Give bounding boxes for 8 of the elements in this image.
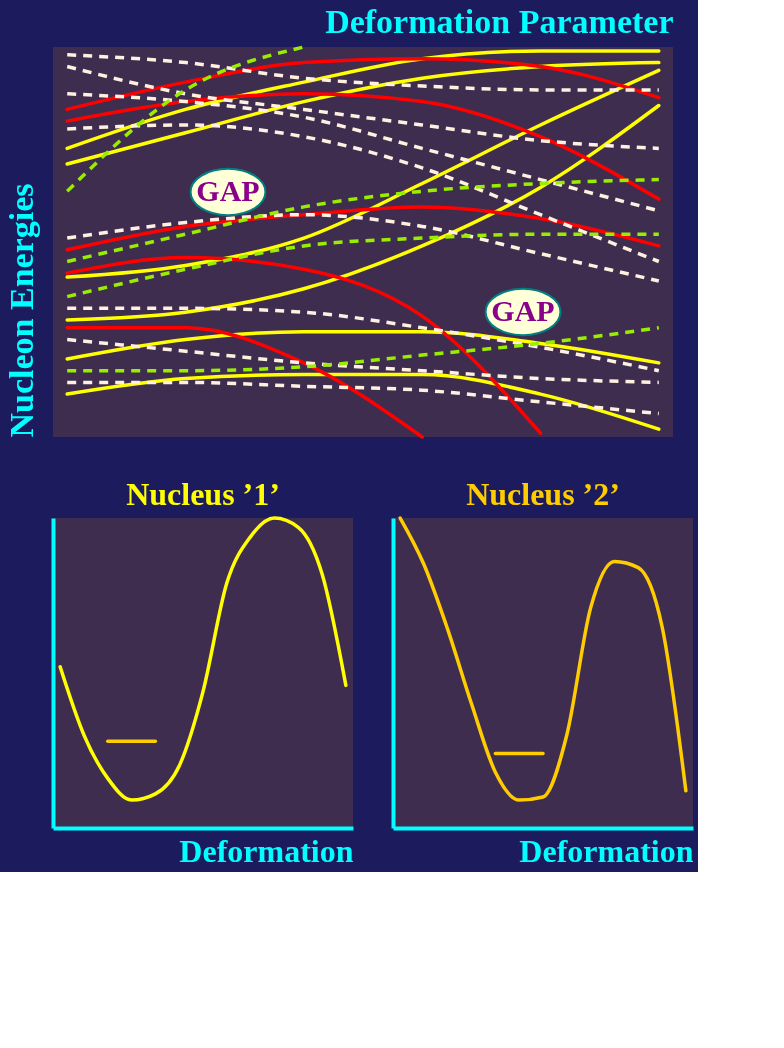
x-axis-title: Deformation	[179, 832, 354, 869]
chart-title: Nucleus ’2’	[466, 476, 620, 513]
x-axis-title: Deformation	[519, 832, 694, 869]
y-axis-title: Nucleon Energies	[2, 183, 40, 438]
x-axis-title: Deformation Parameter	[325, 2, 674, 40]
annotation: GAP	[491, 294, 555, 327]
chart-title: Nucleus ’1’	[126, 476, 280, 513]
annotation: GAP	[196, 174, 260, 207]
